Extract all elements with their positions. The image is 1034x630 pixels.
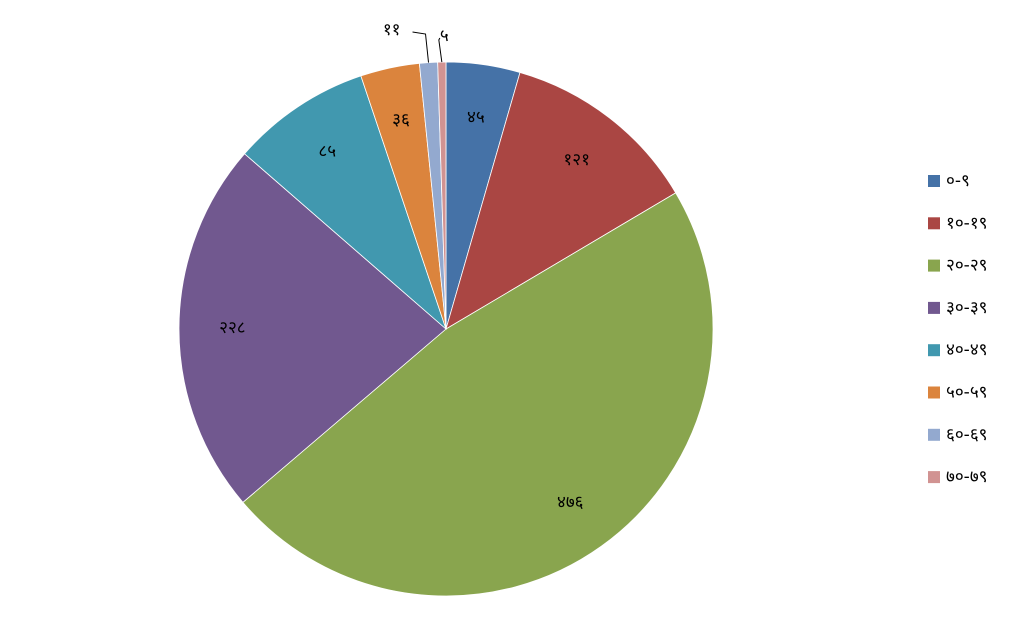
legend-label: २०-२९ — [946, 256, 988, 276]
data-label: ४५ — [467, 108, 485, 128]
data-label: ५ — [440, 26, 449, 46]
legend-swatch — [928, 175, 940, 187]
data-label: ११ — [383, 20, 401, 40]
pie-slice — [242, 192, 714, 597]
legend-label: ०-९ — [946, 171, 970, 191]
data-label: २२८ — [219, 318, 246, 338]
leader-line — [412, 31, 430, 63]
leader-line — [438, 37, 443, 63]
legend-swatch — [928, 428, 940, 441]
legend-swatch — [928, 471, 940, 484]
data-label: ३६ — [392, 110, 410, 130]
data-label: १२१ — [563, 150, 590, 170]
pie-slice — [178, 153, 447, 503]
legend-swatch — [928, 301, 940, 314]
legend-label: ६०-६९ — [946, 425, 988, 445]
pie-slice — [243, 75, 447, 331]
pie-slice — [445, 71, 677, 330]
data-label: ८५ — [318, 141, 336, 161]
legend-label: ४०-४९ — [946, 340, 988, 360]
legend-swatch — [928, 259, 940, 272]
legend-label: १०-१९ — [946, 213, 988, 233]
legend-swatch — [928, 386, 940, 399]
legend-label: ५०-५९ — [946, 383, 988, 403]
data-label: ४७६ — [557, 493, 584, 513]
legend-label: ७०-७९ — [946, 467, 988, 487]
legend-label: ३०-३९ — [946, 298, 988, 318]
legend-swatch — [928, 344, 940, 357]
pie-slice — [437, 61, 447, 330]
legend-swatch — [928, 217, 940, 230]
